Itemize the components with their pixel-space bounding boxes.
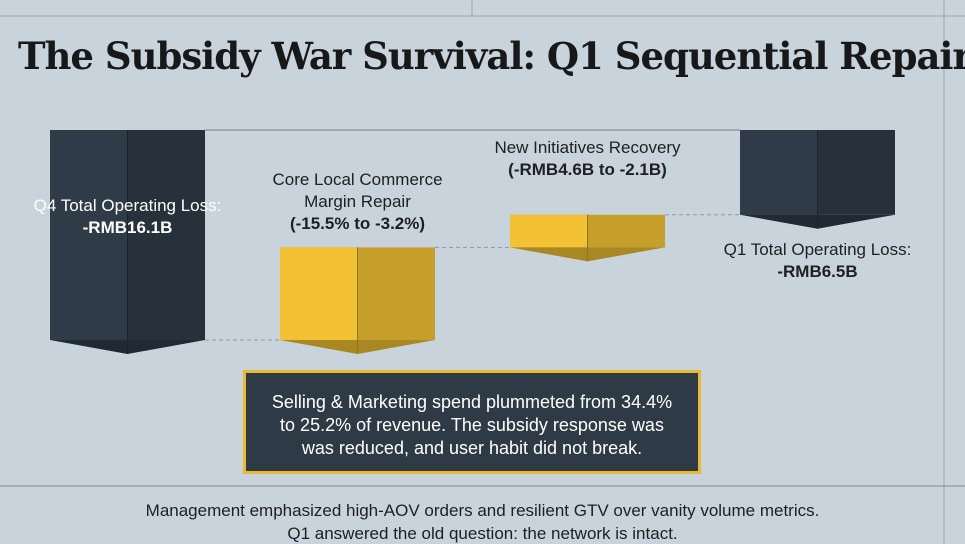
bar-label: New Initiatives Recovery (-RMB4.6B to -2.… <box>485 137 690 181</box>
category-label: Core Local Commerce Margin Repair <box>272 170 443 212</box>
bar-label: Core Local Commerce Margin Repair (-15.5%… <box>255 169 460 235</box>
category-label: Q4 Total Operating Loss: <box>33 196 222 215</box>
bar-face <box>740 130 818 215</box>
range-label: (-15.5% to -3.2%) <box>289 214 426 234</box>
bar-label: Q4 Total Operating Loss: -RMB16.1B <box>25 195 230 239</box>
callout: Selling & Marketing spend plummeted from… <box>243 370 701 474</box>
footer-line: Management emphasized high-AOV orders an… <box>145 501 820 520</box>
range-label: (-RMB4.6B to -2.1B) <box>508 159 667 179</box>
footer-line: Q1 answered the old question: the networ… <box>287 524 678 543</box>
value-label: -RMB16.1B <box>82 218 173 237</box>
chart-title: The Subsidy War Survival: Q1 Sequential … <box>18 34 965 78</box>
bar-label: Q1 Total Operating Loss: -RMB6.5B <box>715 239 920 283</box>
bar-face <box>510 214 588 248</box>
category-label: New Initiatives Recovery <box>494 137 681 157</box>
category-label: Q1 Total Operating Loss: <box>723 239 912 259</box>
bar-face <box>50 130 128 340</box>
bar-face <box>280 247 358 340</box>
value-label: -RMB6.5B <box>777 261 858 281</box>
